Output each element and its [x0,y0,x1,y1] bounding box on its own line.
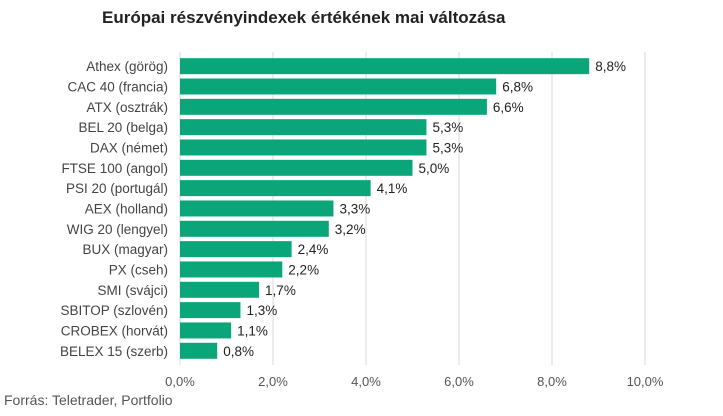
bar [180,78,497,95]
x-tick-label: 8,0% [537,374,567,389]
bar [180,342,218,359]
category-label: CAC 40 (francia) [67,79,168,94]
bar [180,180,371,197]
category-label: BUX (magyar) [82,242,168,257]
category-label: PX (cseh) [109,262,168,277]
x-tick-labels: 0,0% 2,0% 4,0% 6,0% 8,0% 10,0% [165,374,664,389]
value-label: 5,0% [419,161,450,176]
bar [180,159,413,176]
chart-title: Európai részvényindexek értékének mai vá… [102,8,506,27]
x-tick-label: 2,0% [258,374,288,389]
value-label: 0,8% [223,344,254,359]
category-label: WIG 20 (lengyel) [67,222,168,237]
value-label: 1,1% [237,323,268,338]
bar [180,241,292,258]
x-tick-label: 10,0% [627,374,664,389]
bar [180,58,590,75]
bar [180,281,260,298]
bar [180,261,283,278]
x-tick-label: 6,0% [444,374,474,389]
category-label: DAX (német) [90,140,168,155]
source-note: Forrás: Teletrader, Portfolio [4,392,173,408]
value-label: 1,7% [265,283,296,298]
category-label: BELEX 15 (szerb) [60,344,168,359]
category-labels: Athex (görög) CAC 40 (francia) ATX (osztrá… [60,59,168,359]
category-label: PSI 20 (portugál) [66,181,168,196]
category-label: ATX (osztrák) [86,100,168,115]
bar [180,220,329,237]
value-label: 3,2% [335,222,366,237]
value-label: 6,6% [493,100,524,115]
bar [180,302,241,319]
value-label: 5,3% [432,140,463,155]
x-tick-label: 0,0% [165,374,195,389]
value-label: 6,8% [502,79,533,94]
value-label: 4,1% [377,181,408,196]
x-tick-label: 4,0% [351,374,381,389]
category-label: SBITOP (szlovén) [60,303,168,318]
bar [180,139,427,156]
bar [180,119,427,136]
bar [180,200,334,217]
category-label: FTSE 100 (angol) [61,161,168,176]
value-label: 8,8% [595,59,626,74]
category-label: CROBEX (horvát) [61,323,168,338]
bars [180,58,590,359]
bar [180,322,232,339]
category-label: SMI (svájci) [98,283,169,298]
bar [180,98,487,115]
category-label: AEX (holland) [85,201,168,216]
value-label: 5,3% [432,120,463,135]
category-label: BEL 20 (belga) [78,120,168,135]
value-label: 3,3% [339,201,370,216]
category-label: Athex (görög) [86,59,168,74]
value-labels: 8,8% 6,8% 6,6% 5,3% 5,3% 5,0% 4,1% 3,3% 3,2% 2,4%… [223,59,626,359]
value-label: 2,4% [298,242,329,257]
value-label: 1,3% [246,303,277,318]
value-label: 2,2% [288,262,319,277]
